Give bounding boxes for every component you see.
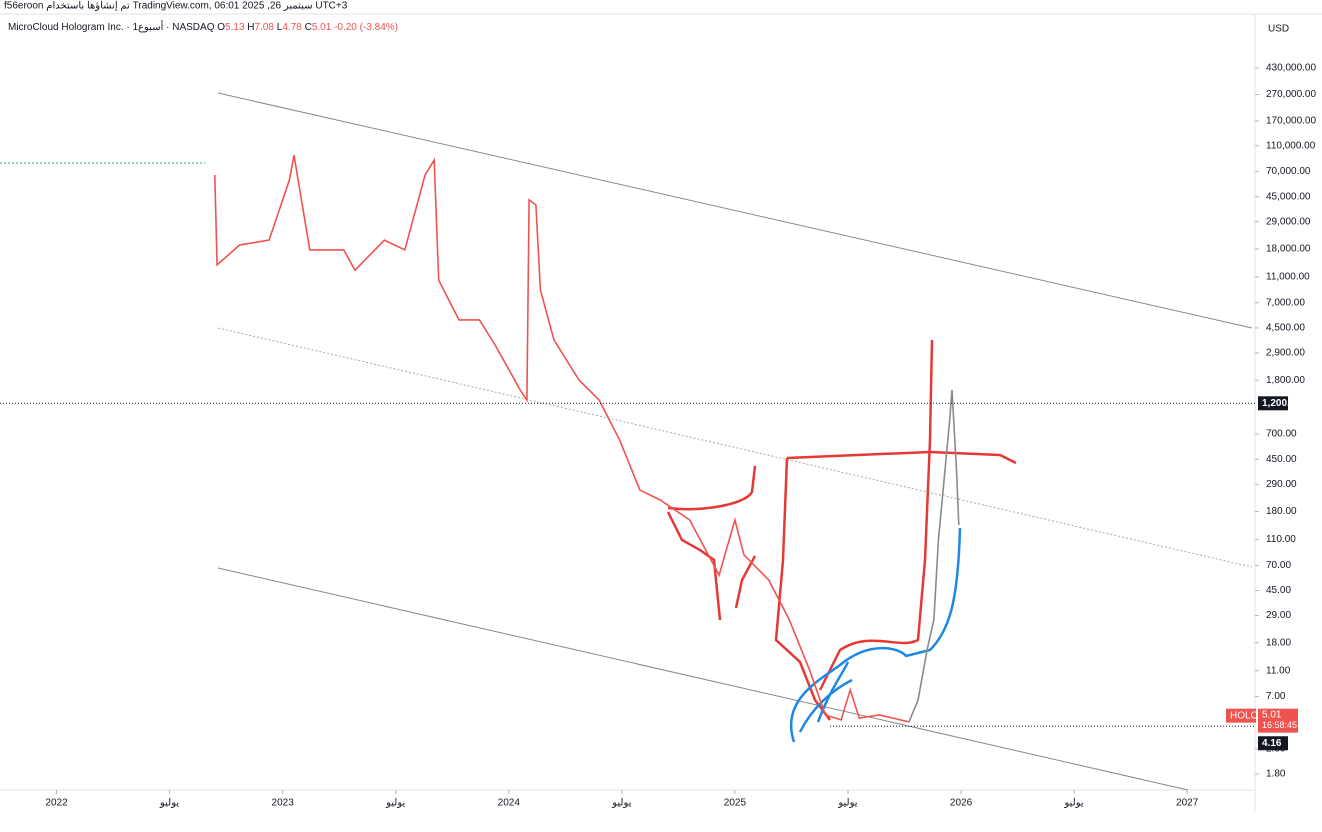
stroke	[816, 661, 850, 723]
level-badge	[1258, 396, 1288, 411]
x-tick-label: يوليو	[611, 798, 631, 809]
x-tick-label: يوليو	[837, 798, 857, 809]
y-tick-label: 170,000.00	[1266, 116, 1316, 127]
stroke	[666, 511, 722, 621]
y-tick-label: 450.00	[1266, 454, 1297, 465]
change-pct: (-3.84%)	[360, 22, 398, 33]
y-tick-label: 11,000.00	[1266, 272, 1310, 283]
x-tick-label: 2024	[498, 798, 521, 809]
ohlc-value: 4.78	[282, 22, 302, 33]
stroke	[798, 678, 853, 733]
x-tick-label: 2023	[272, 798, 295, 809]
ohlc-label: L	[277, 22, 283, 33]
stroke	[790, 527, 962, 743]
y-tick-label: 290.00	[1266, 479, 1297, 490]
y-tick-label: 110,000.00	[1266, 140, 1316, 151]
channel-mid	[217, 327, 1253, 568]
price-line	[214, 154, 910, 723]
y-tick-label: 18,000.00	[1266, 244, 1311, 255]
y-tick-label: 270,000.00	[1266, 89, 1316, 100]
y-tick-label: 180.00	[1266, 506, 1297, 517]
stroke	[734, 555, 757, 609]
stroke	[774, 457, 831, 721]
ohlc-label: H	[247, 22, 254, 33]
y-tick-label: 11.00	[1266, 665, 1291, 676]
freehand-red	[666, 339, 1017, 721]
y-tick-label: 70.00	[1266, 560, 1291, 571]
x-tick-label: 2027	[1176, 798, 1199, 809]
channel-top	[217, 92, 1253, 329]
x-tick-label: يوليو	[159, 798, 179, 809]
ohlc-value: 5.01	[312, 22, 332, 33]
caption: f56eroon تم إنشاؤها باستخدام TradingView…	[4, 1, 348, 12]
level-badge	[1258, 736, 1288, 751]
y-tick-label: 29,000.00	[1266, 216, 1311, 227]
y-tick-label: 29.00	[1266, 610, 1291, 621]
stroke	[818, 339, 934, 691]
y-tick-label: 18.00	[1266, 637, 1291, 648]
y-tick-label: 45.00	[1266, 585, 1291, 596]
symbol-badge	[1226, 708, 1256, 723]
level-label: 1,200.00	[1262, 398, 1301, 409]
projection-line	[908, 389, 960, 723]
y-tick-label: 110.00	[1266, 534, 1296, 545]
y-tick-label: 430,000.00	[1266, 63, 1316, 74]
y-tick-label: 70,000.00	[1266, 166, 1311, 177]
y-tick-label: 45,000.00	[1266, 191, 1311, 202]
x-tick-label: 2025	[724, 798, 747, 809]
symbol-label: HOLO	[1230, 710, 1259, 721]
y-tick-label: 700.00	[1266, 429, 1297, 440]
y-tick-label: 1.80	[1266, 769, 1286, 780]
ohlc-value: 7.08	[255, 22, 275, 33]
ohlc-value: 5.13	[225, 22, 245, 33]
y-tick-label: 2,900.00	[1266, 348, 1305, 359]
x-tick-label: يوليو	[385, 798, 405, 809]
x-tick-label: 2026	[950, 798, 973, 809]
countdown: 16:58:45	[1262, 720, 1297, 730]
price-badge	[1258, 708, 1298, 733]
stroke	[786, 450, 1017, 465]
y-tick-label: 7,000.00	[1266, 297, 1305, 308]
level-label: 4.16	[1262, 738, 1282, 749]
freehand-blue	[790, 527, 962, 743]
price-label: 5.01	[1262, 709, 1282, 720]
ohlc-label: O	[217, 22, 225, 33]
ohlc-label: C	[305, 22, 312, 33]
y-tick-label: 7.00	[1266, 691, 1286, 702]
legend-text: MicroCloud Hologram Inc. · 1أسبوع · NASD…	[8, 20, 398, 33]
y-tick-label: 4,500.00	[1266, 323, 1305, 334]
currency: USD	[1268, 24, 1289, 35]
stroke	[667, 465, 757, 511]
y-tick-label: 1,800.00	[1266, 375, 1305, 386]
symbol-title: MicroCloud Hologram Inc. · 1أسبوع · NASD…	[8, 20, 215, 33]
legend: MicroCloud Hologram Inc. · 1أسبوع · NASD…	[8, 20, 398, 33]
channel-bottom	[217, 567, 1189, 791]
x-tick-label: يوليو	[1064, 798, 1084, 809]
x-tick-label: 2022	[45, 798, 68, 809]
change: -0.20	[334, 22, 357, 33]
